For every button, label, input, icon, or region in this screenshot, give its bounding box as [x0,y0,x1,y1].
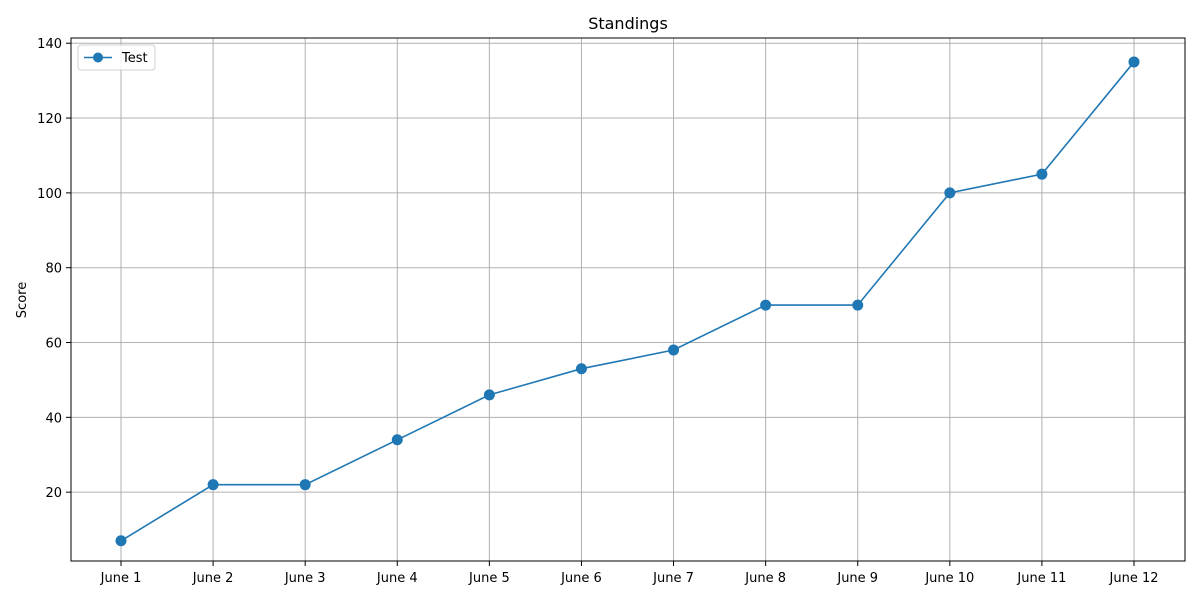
data-point [1128,56,1140,68]
y-tick-label: 80 [45,262,62,277]
x-tick-label: June 3 [284,571,326,586]
x-tick-label: June 6 [560,571,602,586]
data-point [207,479,219,491]
x-tick-label: June 1 [100,571,142,586]
x-tick-label: June 7 [652,571,694,586]
legend[interactable]: Test [77,44,156,71]
x-tick-label: June 8 [744,571,786,586]
grid [71,38,1185,561]
chart-title: Standings [588,14,668,33]
series-line [120,61,1135,542]
y-axis-label: Score [15,282,30,318]
x-axis: June 1 June 2 June 3 June 4 June 5 June 6 June… [100,561,1159,586]
y-tick-label: 120 [37,112,62,127]
data-point [115,535,127,547]
series-layer [115,56,1140,547]
data-point [1036,168,1048,180]
y-tick-label: 140 [37,37,62,52]
data-point [299,479,311,491]
x-tick-label: June 10 [924,571,974,586]
y-tick-label: 40 [45,411,62,426]
x-tick-label: June 12 [1109,571,1159,586]
legend-box [77,44,156,71]
data-point [483,389,495,401]
data-point [944,187,956,199]
legend-label: Test [121,51,148,66]
y-axis: 20 40 60 80 100 120 140 [37,37,71,501]
x-tick-label: June 9 [836,571,878,586]
x-tick-label: June 11 [1016,571,1066,586]
data-point [760,299,772,311]
y-tick-label: 20 [45,486,62,501]
y-tick-label: 100 [37,187,62,202]
y-tick-label: 60 [45,337,62,352]
x-tick-label: June 2 [192,571,234,586]
data-point [668,344,680,356]
legend-marker-swatch [93,52,103,63]
x-tick-label: June 5 [468,571,510,586]
data-point [575,363,587,375]
plot-frame [70,37,1186,562]
data-point [852,299,864,311]
data-point [391,434,403,446]
x-tick-label: June 4 [376,571,418,586]
